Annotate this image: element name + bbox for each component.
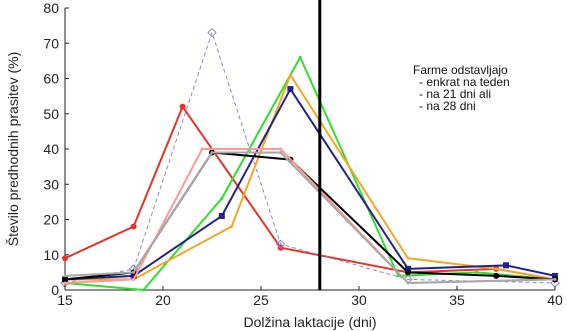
series-1: [62, 103, 558, 283]
annotation-line-4: - na 28 dni: [419, 99, 476, 113]
data-point: [503, 262, 509, 269]
data-point: [494, 267, 498, 271]
data-point: [132, 277, 136, 281]
x-tick-label: 15: [57, 292, 73, 308]
data-point: [141, 288, 145, 292]
data-point: [406, 256, 410, 260]
x-tick-label: 35: [449, 292, 465, 308]
data-point: [405, 269, 411, 276]
data-point: [230, 225, 234, 229]
data-point: [396, 274, 400, 278]
y-tick-label: 40: [43, 141, 59, 157]
x-tick-label: 30: [351, 292, 367, 308]
x-axis-title: Dolžina laktacije (dni): [243, 314, 376, 330]
y-tick-label: 10: [43, 247, 59, 263]
data-point: [130, 272, 137, 279]
data-point: [279, 151, 283, 155]
x-tick-label: 40: [547, 292, 563, 308]
y-tick-label: 50: [43, 106, 59, 122]
data-point: [62, 255, 68, 262]
y-tick-label: 20: [43, 212, 59, 228]
data-point: [275, 239, 286, 249]
series-6: [62, 149, 558, 283]
annotation-line-1: Farme odstavljajo: [413, 63, 508, 77]
data-point: [210, 151, 214, 155]
data-point: [207, 27, 217, 38]
x-tick-label: 25: [253, 292, 269, 308]
annotation-line-2: - enkrat na teden: [419, 75, 510, 89]
data-point: [279, 147, 283, 151]
series-line: [64, 32, 556, 284]
data-point: [552, 272, 558, 279]
y-axis-title: Število predhodnih prasitev (%): [5, 52, 21, 247]
data-point: [406, 281, 410, 285]
y-tick-label: 70: [43, 35, 59, 51]
data-point: [288, 73, 292, 77]
series-8: [63, 151, 557, 285]
data-point: [218, 212, 225, 219]
y-tick-label: 80: [43, 0, 59, 16]
ticks-layer: 15 20 25 30 35 40 0 10 20 30 40 50 60 70 80: [43, 0, 563, 308]
data-point: [62, 276, 68, 283]
data-point: [298, 55, 302, 59]
data-point: [287, 86, 294, 93]
series-line: [64, 88, 556, 281]
x-tick-label: 20: [155, 292, 171, 308]
data-point: [63, 281, 67, 285]
data-point: [132, 270, 136, 274]
data-point: [493, 272, 500, 279]
data-point: [63, 274, 67, 278]
annotation: Farme odstavljajo - enkrat na teden - na…: [413, 63, 510, 113]
y-tick-label: 60: [43, 71, 59, 87]
data-point: [130, 223, 137, 230]
data-point: [405, 265, 411, 272]
data-point: [553, 277, 557, 281]
y-tick-label: 0: [51, 282, 59, 298]
data-point: [200, 147, 204, 151]
series-layer: [60, 27, 560, 292]
data-point: [220, 196, 224, 200]
annotation-line-3: - na 21 dni ali: [419, 87, 491, 101]
data-point: [179, 103, 186, 110]
y-tick-label: 30: [43, 176, 59, 192]
series-line: [64, 151, 556, 284]
data-point: [475, 270, 479, 274]
